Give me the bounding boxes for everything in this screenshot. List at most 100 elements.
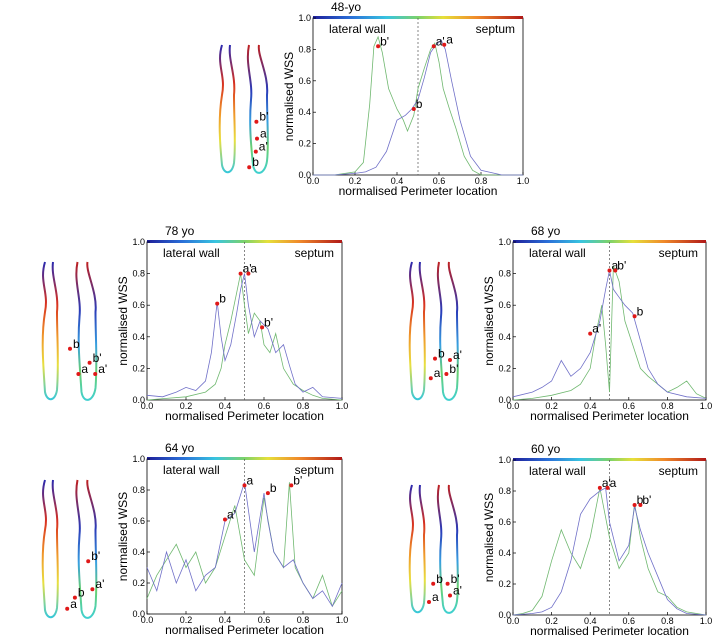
vessel-point-marker — [253, 149, 258, 154]
x-tick-label: 0.8 — [661, 401, 674, 411]
x-tick-label: 0.0 — [507, 616, 520, 626]
vessel-point-label: a — [432, 590, 439, 604]
vessel-point-label: b — [438, 347, 445, 361]
x-tick-label: 1.0 — [700, 401, 713, 411]
vessel-point-marker — [445, 581, 450, 586]
vessel-point-marker — [254, 119, 259, 124]
vessel-point-label: a' — [95, 577, 104, 591]
septum-label: septum — [295, 463, 334, 477]
y-tick-label: 0.2 — [132, 363, 145, 373]
x-tick-label: 0.8 — [297, 615, 310, 625]
plot-frame — [312, 17, 524, 176]
data-point-label: a — [612, 258, 619, 272]
y-tick-label: 0.8 — [498, 269, 511, 279]
vessel-point-label: b — [252, 155, 259, 169]
plot-frame — [146, 241, 343, 401]
vessel-point-marker — [247, 165, 252, 170]
data-point-marker — [605, 485, 610, 490]
y-tick-label: 0.6 — [498, 300, 511, 310]
vessel-illustration: ba b'a' — [408, 484, 462, 614]
vessel-point-label: b' — [259, 110, 268, 124]
data-point-label: b' — [642, 493, 651, 507]
y-axis-label: normalised WSS — [482, 493, 496, 582]
vessel-point-marker — [448, 358, 452, 362]
data-point-marker — [223, 517, 227, 522]
vessel-point-label: a — [434, 366, 441, 380]
x-tick-label: 0.8 — [475, 176, 488, 186]
x-tick-label: 0.8 — [661, 616, 674, 626]
panel-title: 48-yo — [331, 0, 361, 14]
y-tick-label: 1.0 — [132, 454, 145, 464]
panel-title: 68 yo — [531, 224, 561, 238]
data-point-label: a — [610, 476, 617, 490]
vessel-point-label: b' — [449, 362, 458, 376]
data-point-label: b — [219, 292, 226, 306]
y-tick-label: 0.8 — [132, 485, 145, 495]
y-axis-label: normalised WSS — [282, 52, 296, 141]
data-point-marker — [442, 42, 447, 47]
vessel-point-label: a — [260, 127, 267, 141]
x-tick-label: 0.4 — [584, 401, 597, 411]
vessel-point-marker — [428, 376, 433, 381]
x-tick-label: 0.6 — [433, 176, 446, 186]
vessel-point-marker — [90, 587, 95, 592]
x-tick-label: 0.6 — [623, 401, 636, 411]
septum-label: septum — [476, 22, 515, 36]
vessel-point-label: a' — [98, 362, 107, 376]
series-line-2 — [146, 482, 343, 608]
data-point-label: a' — [227, 507, 236, 521]
plot-frame — [512, 241, 707, 401]
y-tick-label: 0.0 — [132, 395, 145, 405]
data-point-label: a' — [436, 34, 445, 48]
x-tick-label: 0.2 — [545, 616, 558, 626]
right-vessel-outline — [436, 484, 459, 614]
panel-title: 60 yo — [531, 442, 561, 456]
data-point-label: b — [637, 304, 644, 318]
x-tick-label: 0.4 — [219, 401, 232, 411]
vessel-point-label: b' — [451, 572, 460, 586]
vessel-point-label: b' — [91, 549, 100, 563]
y-tick-label: 0.8 — [132, 269, 145, 279]
data-point-marker — [238, 271, 243, 276]
y-tick-label: 0.0 — [298, 170, 311, 180]
chart-panel-3: baa'b'0.0 0.2 0.4 0.6 0.8 1.00.00.20.40.60.81… — [408, 224, 713, 423]
vessel-point-marker — [68, 346, 72, 351]
colorbar — [313, 16, 523, 19]
data-point-marker — [638, 502, 643, 507]
data-point-label: a — [250, 262, 257, 276]
y-tick-label: 0.4 — [132, 547, 145, 557]
y-tick-label: 0.2 — [498, 363, 511, 373]
vessel-point-marker — [76, 372, 81, 376]
y-tick-label: 0.4 — [298, 107, 311, 117]
left-vessel-outline — [41, 261, 59, 401]
vessel-point-label: b' — [93, 351, 102, 365]
y-tick-label: 0.2 — [298, 139, 311, 149]
y-tick-label: 0.8 — [298, 44, 311, 54]
x-tick-label: 0.0 — [141, 615, 154, 625]
lateral-wall-label: lateral wall — [529, 246, 586, 260]
colorbar — [513, 240, 706, 243]
y-tick-label: 1.0 — [298, 13, 311, 23]
right-vessel-outline — [436, 261, 459, 401]
vessel-point-marker — [87, 360, 92, 365]
left-vessel-outline — [408, 484, 426, 614]
vessel-point-marker — [448, 593, 452, 598]
y-tick-label: 0.0 — [498, 395, 511, 405]
colorbar — [513, 458, 706, 461]
data-point-marker — [588, 331, 593, 336]
series-line-1 — [313, 35, 523, 176]
vessel-point-marker — [444, 372, 449, 376]
y-tick-label: 0.2 — [132, 578, 145, 588]
x-tick-label: 0.6 — [258, 401, 271, 411]
x-axis-label: normalised Perimeter location — [530, 624, 689, 638]
vessel-point-marker — [65, 606, 70, 611]
data-point-label: b' — [293, 473, 302, 487]
vessel-illustration: ab b' a' — [41, 479, 104, 619]
y-tick-label: 1.0 — [132, 237, 145, 247]
left-vessel-outline — [218, 44, 236, 174]
vessel-point-label: a — [70, 597, 77, 611]
series-line-2 — [146, 273, 343, 399]
vessel-illustration: ab b' a' — [218, 44, 269, 174]
x-tick-label: 0.6 — [623, 616, 636, 626]
